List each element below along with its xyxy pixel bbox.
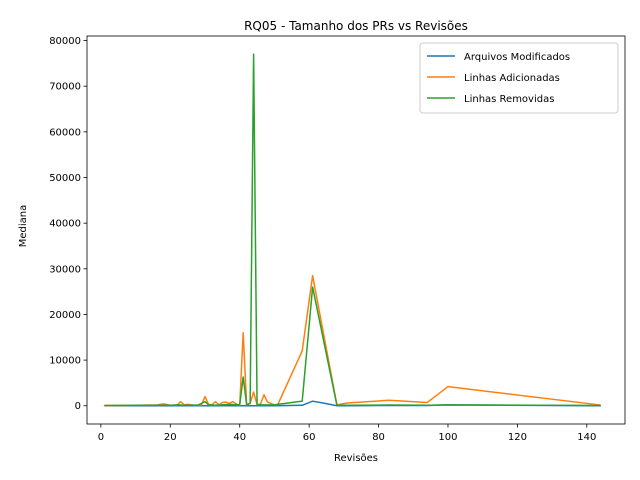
x-tick-label: 80 xyxy=(372,432,385,443)
axes-frame xyxy=(86,35,626,425)
x-tick-label: 0 xyxy=(98,432,104,443)
y-tick-label: 20000 xyxy=(49,310,81,321)
x-tick-label: 120 xyxy=(508,432,527,443)
x-tick-label: 100 xyxy=(438,432,457,443)
y-tick-label: 50000 xyxy=(49,173,81,184)
legend-entry-1: Arquivos Modificados xyxy=(464,52,570,63)
legend-entry-3: Linhas Removidas xyxy=(464,94,554,105)
x-tick-label: 20 xyxy=(164,432,177,443)
y-tick-label: 60000 xyxy=(49,127,81,138)
legend-box xyxy=(419,42,619,114)
legend-entry-2: Linhas Adicionadas xyxy=(464,73,560,84)
x-tick-label: 140 xyxy=(577,432,596,443)
x-axis-label: Revisões xyxy=(334,453,378,464)
axes: 0 20 40 60 80 100 120 140 0 10000 20000 30000 40000 5… xyxy=(49,35,626,443)
x-tick-label: 60 xyxy=(303,432,316,443)
y-tick-label: 0 xyxy=(75,401,81,412)
x-tick-label: 40 xyxy=(233,432,246,443)
y-axis-label: Mediana xyxy=(18,205,29,248)
series-line-3 xyxy=(104,53,601,407)
series-line-2 xyxy=(104,274,601,407)
y-tick-label: 10000 xyxy=(49,356,81,367)
chart-title: RQ05 - Tamanho dos PRs vs Revisões xyxy=(244,19,468,33)
y-tick-label: 80000 xyxy=(49,36,81,47)
y-tick-label: 40000 xyxy=(49,219,81,230)
y-tick-label: 70000 xyxy=(49,82,81,93)
legend: Arquivos Modificados Linhas Adicionadas Li… xyxy=(419,42,619,114)
y-tick-label: 30000 xyxy=(49,264,81,275)
plot-area xyxy=(104,53,601,407)
